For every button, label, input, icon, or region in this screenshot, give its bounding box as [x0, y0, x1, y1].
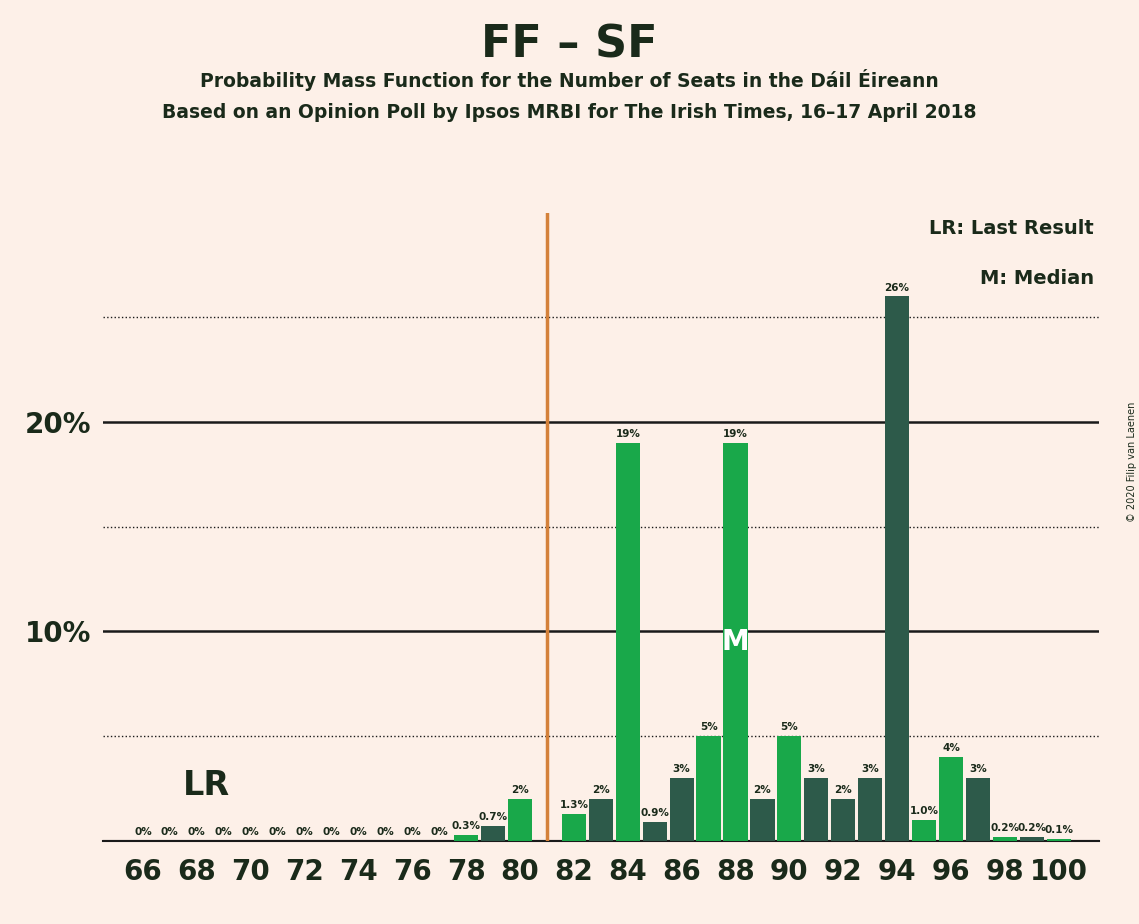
Bar	[589, 799, 613, 841]
Text: 26%: 26%	[885, 283, 910, 293]
Text: 3%: 3%	[969, 764, 986, 774]
Text: 0.2%: 0.2%	[1017, 823, 1047, 833]
Text: 2%: 2%	[592, 785, 609, 796]
Text: 5%: 5%	[699, 723, 718, 733]
Text: 0.1%: 0.1%	[1044, 825, 1073, 835]
Text: 0.9%: 0.9%	[640, 808, 669, 819]
Bar	[912, 820, 936, 841]
Bar	[751, 799, 775, 841]
Text: 0%: 0%	[241, 827, 260, 837]
Bar	[616, 443, 640, 841]
Text: 0%: 0%	[296, 827, 313, 837]
Text: 5%: 5%	[780, 723, 798, 733]
Bar	[670, 778, 694, 841]
Text: Based on an Opinion Poll by Ipsos MRBI for The Irish Times, 16–17 April 2018: Based on an Opinion Poll by Ipsos MRBI f…	[162, 103, 977, 123]
Bar	[966, 778, 990, 841]
Bar	[804, 778, 828, 841]
Bar	[777, 736, 802, 841]
Text: 4%: 4%	[942, 743, 960, 753]
Text: FF – SF: FF – SF	[482, 23, 657, 67]
Text: 0.3%: 0.3%	[452, 821, 481, 831]
Text: LR: LR	[183, 769, 230, 802]
Text: LR: Last Result: LR: Last Result	[929, 219, 1095, 237]
Text: 0%: 0%	[322, 827, 341, 837]
Text: 2%: 2%	[754, 785, 771, 796]
Text: 0%: 0%	[350, 827, 367, 837]
Bar	[993, 836, 1017, 841]
Bar	[1047, 839, 1071, 841]
Text: © 2020 Filip van Laenen: © 2020 Filip van Laenen	[1126, 402, 1137, 522]
Bar	[454, 834, 478, 841]
Text: 19%: 19%	[723, 429, 748, 439]
Text: 0%: 0%	[269, 827, 287, 837]
Bar	[858, 778, 883, 841]
Bar	[885, 297, 909, 841]
Text: 0.7%: 0.7%	[478, 812, 508, 822]
Text: 1.0%: 1.0%	[910, 806, 939, 816]
Bar	[939, 757, 964, 841]
Text: 3%: 3%	[808, 764, 825, 774]
Text: 3%: 3%	[861, 764, 879, 774]
Text: 3%: 3%	[673, 764, 690, 774]
Text: 1.3%: 1.3%	[559, 800, 589, 809]
Bar	[642, 822, 666, 841]
Text: 0%: 0%	[188, 827, 206, 837]
Text: 19%: 19%	[615, 429, 640, 439]
Bar	[696, 736, 721, 841]
Bar	[508, 799, 532, 841]
Text: 0%: 0%	[215, 827, 232, 837]
Text: 2%: 2%	[511, 785, 528, 796]
Text: 0%: 0%	[377, 827, 394, 837]
Bar	[481, 826, 506, 841]
Bar	[831, 799, 855, 841]
Text: M: M	[722, 628, 749, 656]
Text: 0%: 0%	[134, 827, 151, 837]
Bar	[562, 814, 585, 841]
Text: 0%: 0%	[431, 827, 448, 837]
Text: Probability Mass Function for the Number of Seats in the Dáil Éireann: Probability Mass Function for the Number…	[200, 69, 939, 91]
Text: 2%: 2%	[835, 785, 852, 796]
Bar	[1019, 836, 1044, 841]
Text: 0.2%: 0.2%	[990, 823, 1019, 833]
Bar	[723, 443, 747, 841]
Text: 0%: 0%	[161, 827, 179, 837]
Text: 0%: 0%	[403, 827, 421, 837]
Text: M: Median: M: Median	[980, 269, 1095, 288]
